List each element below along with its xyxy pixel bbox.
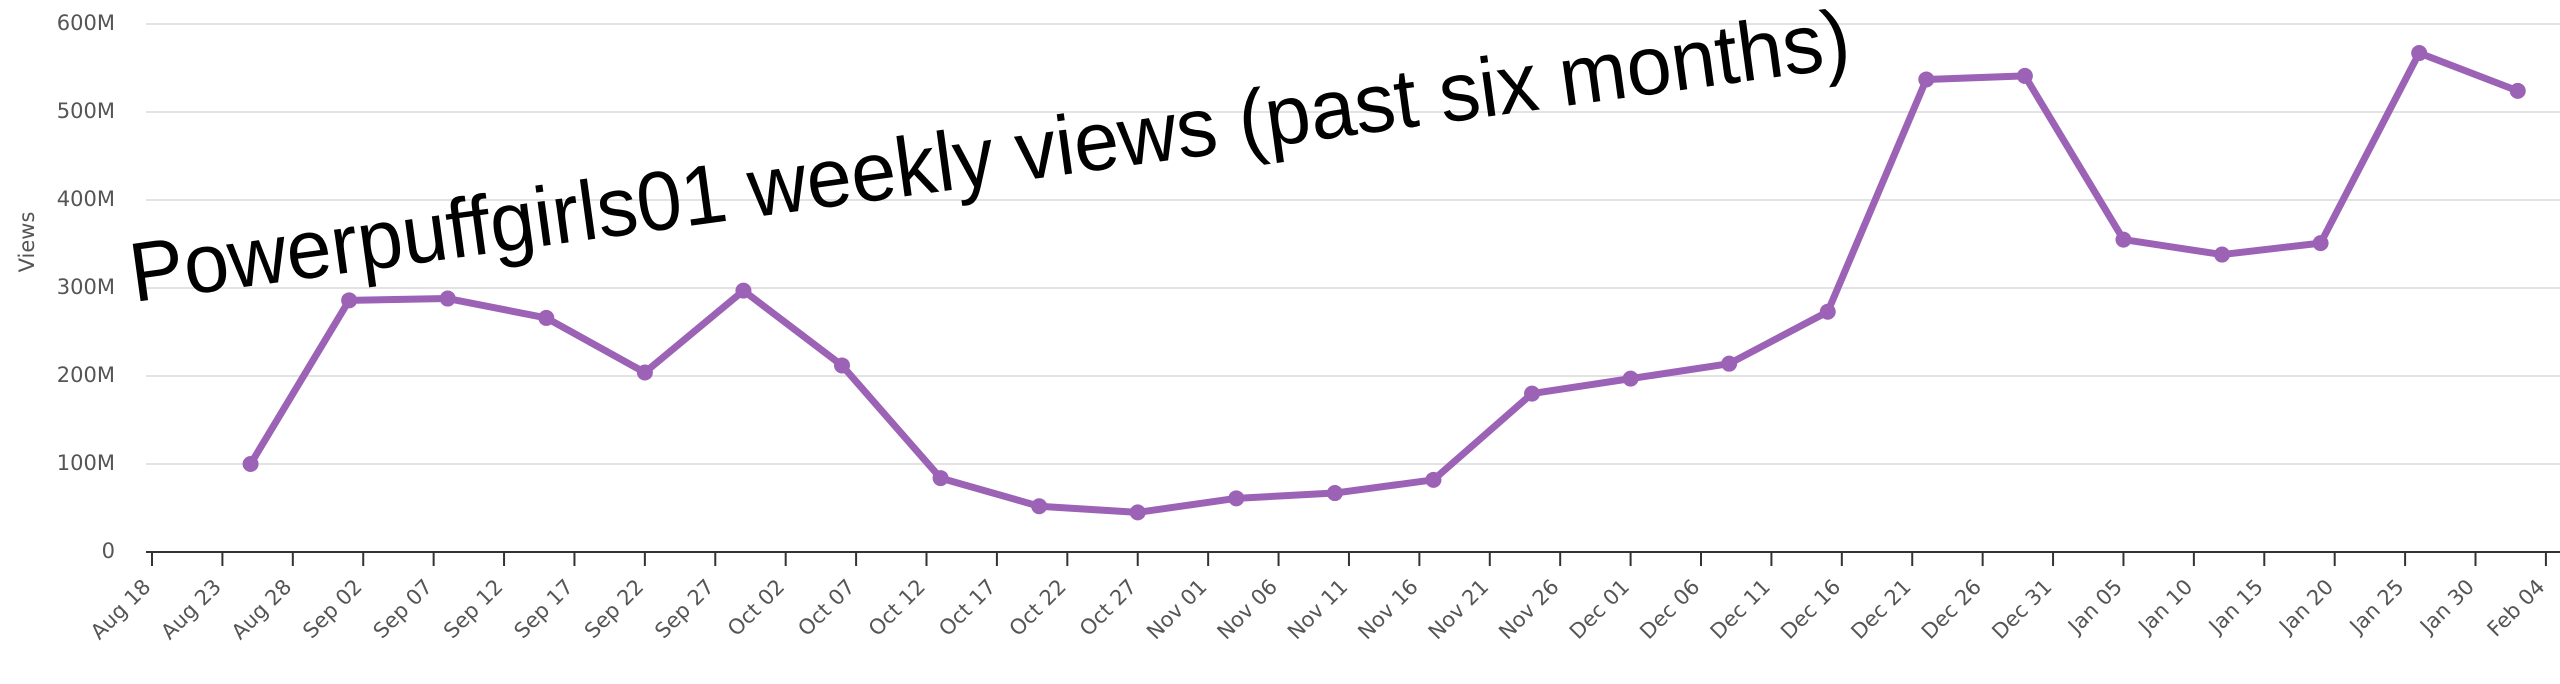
data-point: [932, 470, 949, 487]
x-tick-label: Dec 16: [1776, 575, 1845, 644]
x-tick-label: Oct 07: [793, 575, 859, 641]
series-line: [247, 49, 2520, 516]
x-tick-label: Nov 16: [1353, 575, 1423, 645]
data-point: [1918, 71, 1935, 88]
x-tick-label: Oct 17: [934, 575, 1000, 641]
data-point: [1425, 471, 1442, 488]
data-point: [834, 357, 851, 374]
x-tick-label: Oct 12: [864, 575, 930, 641]
x-tick-label: Feb 04: [2483, 575, 2550, 642]
x-tick-label: Jan 10: [2133, 575, 2198, 640]
x-tick-label: Jan 15: [2203, 575, 2268, 640]
y-tick-label: 300M: [57, 275, 115, 299]
data-point: [1129, 504, 1146, 521]
data-point: [1228, 490, 1245, 507]
x-tick-label: Sep 07: [369, 575, 438, 644]
data-point: [1721, 355, 1738, 372]
data-point: [439, 290, 456, 307]
x-tick-label: Sep 17: [509, 575, 578, 644]
data-point: [2411, 45, 2428, 62]
x-tick-label: Aug 18: [86, 575, 156, 645]
data-point: [2115, 231, 2132, 248]
y-tick-label: 400M: [57, 187, 115, 211]
data-point: [1819, 303, 1836, 320]
y-tick-label: 100M: [57, 451, 115, 475]
data-point: [1326, 485, 1343, 502]
x-tick-label: Jan 30: [2414, 575, 2479, 640]
data-point: [1524, 385, 1541, 402]
data-point: [242, 456, 259, 472]
x-tick-label: Dec 21: [1846, 575, 1915, 644]
x-tick-label: Dec 11: [1706, 575, 1775, 644]
x-tick-label: Dec 01: [1565, 575, 1634, 644]
x-tick-label: Sep 02: [298, 575, 367, 644]
x-tick-label: Nov 11: [1283, 575, 1353, 645]
data-point: [538, 309, 555, 326]
x-tick-label: Sep 12: [439, 575, 508, 644]
data-point: [2312, 235, 2329, 252]
y-tick-label: 500M: [57, 99, 115, 123]
x-tick-label: Sep 27: [650, 575, 719, 644]
x-tick-label: Oct 27: [1075, 575, 1141, 641]
x-tick-label: Oct 22: [1005, 575, 1071, 641]
x-tick-label: Sep 22: [580, 575, 649, 644]
y-tick-label: 0: [102, 539, 115, 563]
chart-title: Powerpuffgirls01 weekly views (past six …: [124, 0, 1856, 320]
data-point: [636, 364, 653, 381]
x-tick-label: Dec 26: [1917, 575, 1986, 644]
x-tick-label: Jan 25: [2344, 575, 2409, 640]
data-point: [1622, 370, 1639, 387]
x-tick-label: Dec 06: [1635, 575, 1704, 644]
x-tick-label: Jan 05: [2062, 575, 2127, 640]
x-tick-label: Nov 01: [1142, 575, 1212, 645]
x-tick-label: Dec 31: [1987, 575, 2056, 644]
x-tick-label: Nov 06: [1213, 575, 1283, 645]
x-tick-label: Nov 26: [1494, 575, 1564, 645]
x-tick-label: Nov 21: [1424, 575, 1494, 645]
x-tick-label: Oct 02: [723, 575, 789, 641]
y-tick-label: 200M: [57, 363, 115, 387]
x-tick-label: Aug 28: [227, 575, 297, 645]
data-point: [2509, 82, 2526, 99]
y-axis-label: Views: [15, 212, 39, 273]
data-point: [2214, 246, 2231, 263]
data-point: [2016, 67, 2033, 84]
data-point: [735, 282, 752, 299]
data-point: [1031, 498, 1048, 515]
y-tick-label: 600M: [57, 11, 115, 35]
x-tick-label: Jan 20: [2273, 575, 2338, 640]
x-tick-label: Aug 23: [156, 575, 226, 645]
data-point: [341, 292, 358, 309]
